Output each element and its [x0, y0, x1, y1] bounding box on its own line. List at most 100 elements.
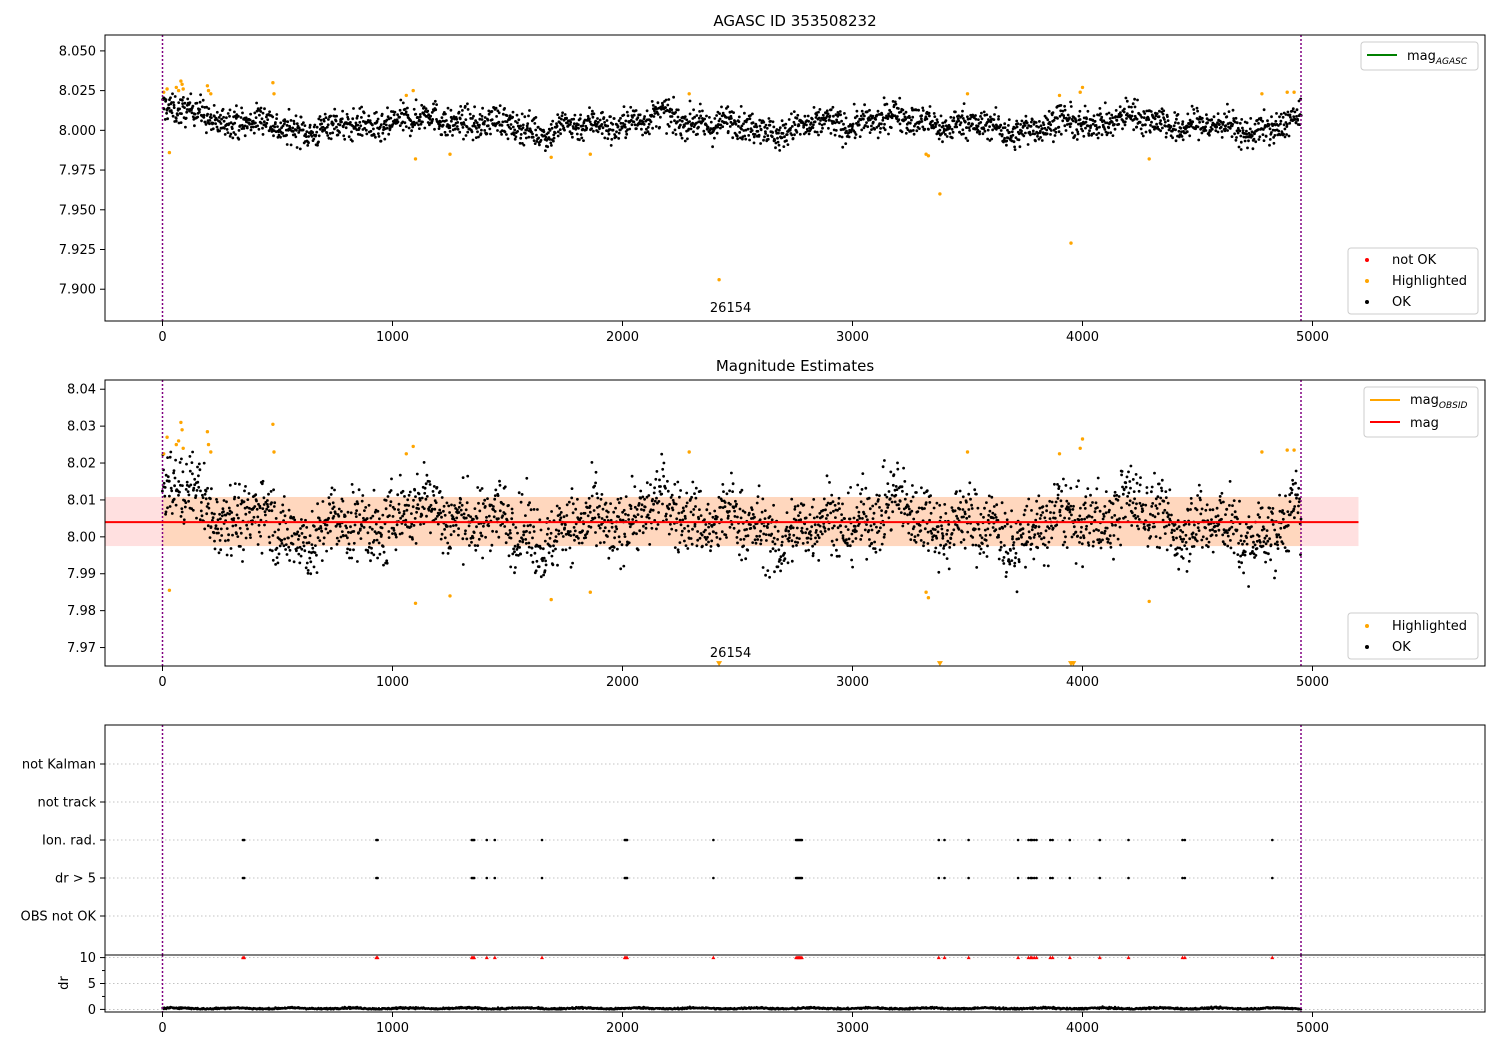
ok-point — [1171, 535, 1175, 539]
ok-point — [367, 114, 371, 118]
ok-point — [1155, 112, 1159, 115]
ok-point — [395, 523, 399, 527]
ok-point — [1174, 121, 1177, 125]
ok-point — [815, 529, 818, 532]
ok-point — [559, 132, 562, 136]
ok-point — [1129, 464, 1133, 468]
ok-point — [1102, 119, 1106, 123]
ok-point — [686, 524, 690, 528]
ok-point — [983, 506, 986, 510]
ok-point — [342, 534, 345, 538]
ok-point — [632, 120, 636, 124]
ok-point — [989, 115, 992, 119]
ok-point — [1098, 107, 1102, 110]
ok-point — [482, 524, 485, 528]
ok-point — [873, 127, 876, 131]
ok-point — [611, 549, 615, 552]
ok-point — [506, 533, 510, 537]
ok-point — [470, 540, 473, 544]
ok-point — [1196, 125, 1200, 129]
ok-point — [867, 529, 871, 532]
ok-point — [387, 132, 391, 136]
ok-point — [514, 135, 518, 139]
ok-point — [1163, 118, 1166, 121]
ok-point — [1222, 120, 1225, 124]
ok-point — [273, 501, 277, 505]
ok-point — [1153, 117, 1157, 121]
ok-point — [1128, 499, 1132, 503]
ok-point — [414, 542, 418, 545]
ok-point — [1086, 124, 1090, 128]
ok-point — [790, 133, 794, 137]
ok-point — [503, 512, 507, 516]
ok-point — [272, 488, 275, 492]
ok-point — [230, 554, 233, 557]
ok-point — [840, 135, 844, 139]
ok-point — [1227, 110, 1231, 113]
ok-point — [994, 528, 998, 532]
ok-point — [883, 533, 886, 536]
ok-point — [797, 514, 800, 517]
ok-point — [172, 106, 176, 109]
ok-point — [508, 529, 512, 532]
highlighted-point — [1057, 93, 1062, 98]
ok-point — [310, 134, 314, 138]
ok-point — [294, 135, 298, 139]
ok-point — [548, 129, 552, 132]
ok-point — [680, 533, 684, 537]
ok-point — [509, 565, 513, 569]
ok-point — [493, 494, 497, 497]
ok-point — [871, 120, 875, 124]
ok-point — [719, 123, 723, 127]
ok-point — [281, 124, 285, 128]
ok-point — [638, 529, 642, 533]
ok-point — [1118, 105, 1122, 109]
ok-point — [704, 528, 707, 532]
ok-point — [341, 499, 345, 503]
ok-point — [337, 539, 341, 543]
ok-point — [223, 126, 226, 130]
ok-point — [670, 493, 674, 497]
ok-point — [420, 496, 424, 500]
ok-point — [968, 117, 972, 121]
ok-point — [346, 510, 350, 514]
ok-point — [259, 106, 263, 110]
ok-point — [815, 515, 819, 519]
ok-point — [1187, 125, 1191, 129]
ok-point — [193, 112, 197, 116]
ok-point — [255, 499, 258, 503]
ok-point — [261, 133, 265, 136]
ok-point — [518, 126, 521, 130]
ok-point — [1058, 114, 1062, 118]
ok-point — [1137, 527, 1140, 531]
ok-point — [681, 506, 685, 510]
highlighted-point — [588, 152, 592, 156]
ok-point — [1013, 564, 1016, 568]
ok-point — [1119, 111, 1122, 114]
ok-point — [432, 494, 436, 497]
ok-point — [967, 121, 971, 125]
ok-point — [242, 548, 245, 552]
ok-point — [177, 493, 180, 497]
ok-point — [901, 489, 904, 493]
ok-point — [772, 125, 776, 129]
ok-point — [521, 123, 525, 127]
ok-point — [596, 496, 600, 500]
ok-point — [1234, 116, 1238, 120]
ok-point — [625, 132, 629, 136]
ok-point — [478, 117, 482, 121]
ok-point — [733, 515, 737, 518]
ok-point — [667, 98, 671, 101]
ok-point — [661, 101, 664, 105]
ok-point — [1272, 141, 1276, 145]
ok-point — [951, 130, 955, 134]
ok-point — [572, 117, 576, 121]
ok-point — [739, 105, 743, 108]
ok-point — [292, 516, 296, 519]
ok-point — [1283, 127, 1287, 131]
ok-point — [874, 502, 878, 506]
ok-point — [680, 529, 684, 533]
ok-point — [698, 508, 701, 511]
ok-point — [285, 143, 289, 146]
ok-point — [1063, 540, 1067, 544]
